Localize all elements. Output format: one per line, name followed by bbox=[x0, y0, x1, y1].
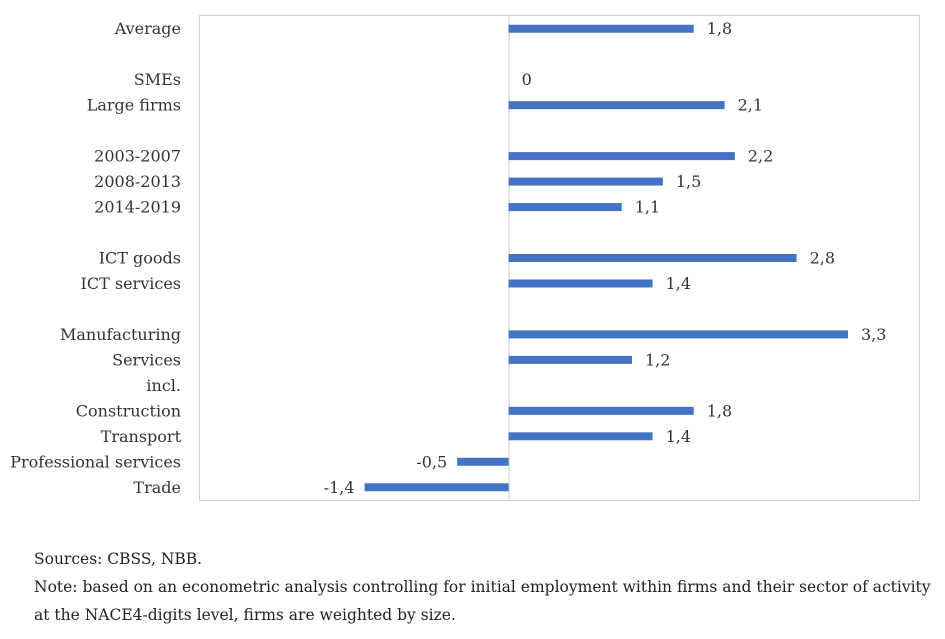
category-label: incl. bbox=[146, 376, 181, 395]
bar bbox=[457, 457, 509, 466]
bar bbox=[508, 101, 725, 110]
data-label: 1,2 bbox=[645, 350, 670, 369]
bar-chart: Average 1,8 SMEs 0 Large firms 2,1 2003-2007 2,… bbox=[10, 15, 920, 501]
bar bbox=[508, 432, 653, 441]
bar bbox=[364, 483, 509, 492]
data-label: 2,1 bbox=[738, 96, 763, 115]
category-label: Manufacturing bbox=[60, 325, 181, 344]
data-label: -1,4 bbox=[324, 478, 355, 497]
chart-notes: Sources: CBSS, NBB. Note: based on an ec… bbox=[34, 545, 934, 629]
category-label: ICT services bbox=[81, 274, 181, 293]
category-label: 2003-2007 bbox=[94, 147, 181, 166]
bar bbox=[508, 177, 663, 186]
category-label: 2008-2013 bbox=[94, 172, 181, 191]
plot-area-frame bbox=[199, 15, 920, 501]
data-label: 1,4 bbox=[666, 274, 691, 293]
bar bbox=[508, 24, 694, 33]
sources-text: Sources: CBSS, NBB. bbox=[34, 550, 203, 568]
category-label: Services bbox=[112, 350, 181, 369]
bar bbox=[508, 406, 694, 415]
chart-marks: Average 1,8 SMEs 0 Large firms 2,1 2003-2007 2,… bbox=[10, 19, 886, 497]
category-label: Transport bbox=[101, 427, 182, 446]
data-label: 0 bbox=[522, 70, 532, 89]
category-label: Average bbox=[114, 19, 181, 38]
category-label: Professional services bbox=[10, 452, 181, 471]
bar bbox=[508, 254, 797, 262]
data-label: 1,8 bbox=[707, 19, 732, 38]
category-label: ICT goods bbox=[99, 249, 181, 268]
data-label: 2,2 bbox=[748, 147, 773, 166]
bar bbox=[508, 203, 622, 212]
data-label: 1,5 bbox=[676, 172, 701, 191]
data-label: 3,3 bbox=[861, 325, 886, 344]
data-label: 1,4 bbox=[666, 427, 691, 446]
data-label: 2,8 bbox=[810, 249, 835, 268]
data-label: 1,8 bbox=[707, 401, 732, 420]
bar bbox=[508, 279, 653, 288]
data-label: 1,1 bbox=[635, 198, 660, 217]
bar bbox=[508, 355, 632, 364]
bar bbox=[508, 152, 735, 161]
category-label: Construction bbox=[76, 401, 181, 420]
category-label: 2014-2019 bbox=[94, 198, 181, 217]
bar bbox=[508, 330, 848, 339]
category-label: Large firms bbox=[87, 96, 181, 115]
category-label: Trade bbox=[133, 478, 181, 497]
data-label: -0,5 bbox=[416, 452, 447, 471]
note-text: Note: based on an econometric analysis c… bbox=[34, 578, 931, 624]
category-label: SMEs bbox=[134, 70, 181, 89]
